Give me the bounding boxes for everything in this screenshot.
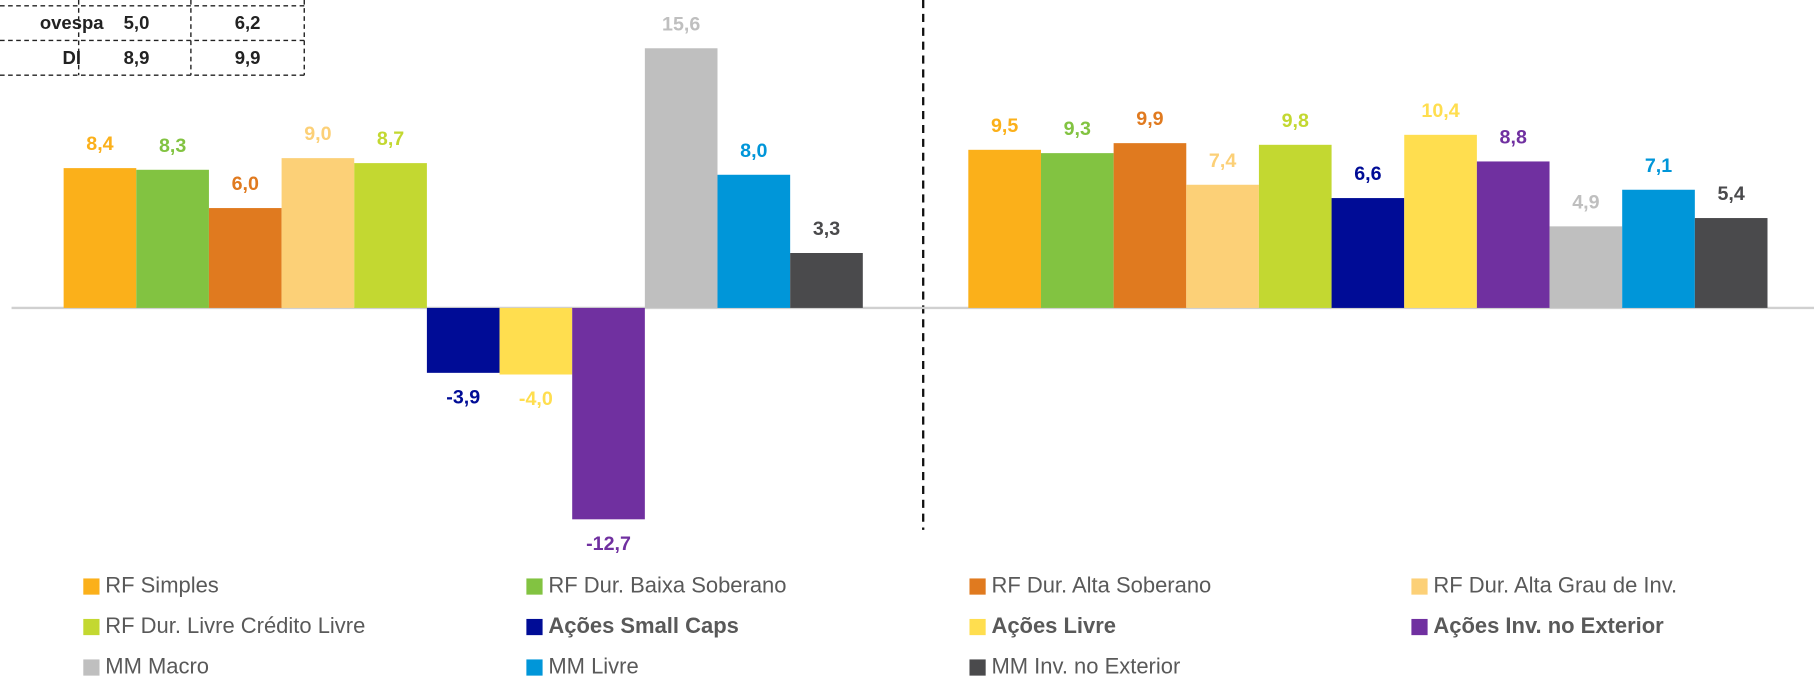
bar xyxy=(572,307,645,520)
legend-swatch xyxy=(969,659,986,676)
table-cell: DI xyxy=(62,47,81,68)
table-grid xyxy=(0,0,305,76)
table-cell: 5,0 xyxy=(124,12,150,33)
value-label: 9,5 xyxy=(991,115,1018,137)
bar xyxy=(1113,143,1187,308)
bar xyxy=(1476,161,1550,308)
bar xyxy=(1694,218,1768,308)
value-label: -3,9 xyxy=(446,386,480,408)
value-label: 15,6 xyxy=(662,13,700,35)
value-label: 7,1 xyxy=(1645,155,1672,177)
value-label: 9,0 xyxy=(304,123,331,145)
bar xyxy=(1404,134,1477,308)
legend-label: Ações Livre xyxy=(991,613,1116,638)
value-label: 8,0 xyxy=(740,140,767,162)
bar xyxy=(136,169,209,308)
legend-swatch xyxy=(526,659,543,676)
legend-label: RF Dur. Livre Crédito Livre xyxy=(105,613,365,638)
legend-swatch xyxy=(1411,578,1428,595)
legend-label: RF Dur. Alta Grau de Inv. xyxy=(1433,572,1677,597)
table-cell: 8,9 xyxy=(124,47,150,68)
bar xyxy=(1331,198,1405,308)
bar xyxy=(717,174,791,308)
table-cell: 6,2 xyxy=(235,12,261,33)
bar xyxy=(63,168,137,308)
legend-swatch xyxy=(969,618,986,636)
value-label: 3,3 xyxy=(813,218,840,240)
bar xyxy=(499,307,573,375)
legend-label: MM Livre xyxy=(548,653,638,677)
bar xyxy=(1186,184,1259,308)
value-label: 8,8 xyxy=(1500,127,1527,149)
legend-swatch xyxy=(969,578,986,595)
table-cell: ovespa xyxy=(40,12,104,33)
table-cell: 9,9 xyxy=(235,47,261,68)
bar xyxy=(354,163,427,308)
value-label: 6,6 xyxy=(1354,163,1381,185)
legend-swatch xyxy=(83,659,100,676)
legend-swatch xyxy=(83,578,100,595)
bar xyxy=(281,158,355,308)
value-label: 5,4 xyxy=(1718,183,1745,205)
value-label: -4,0 xyxy=(519,388,553,410)
bar xyxy=(968,149,1041,308)
bar xyxy=(1622,189,1695,308)
value-label: 8,3 xyxy=(159,135,186,157)
bar xyxy=(1549,226,1623,308)
legend-label: Ações Inv. no Exterior xyxy=(1433,613,1664,638)
value-label: 6,0 xyxy=(232,173,259,195)
bar xyxy=(426,307,500,373)
legend-label: MM Inv. no Exterior xyxy=(991,653,1180,677)
legend-label: RF Dur. Alta Soberano xyxy=(991,572,1211,597)
value-label: 10,4 xyxy=(1421,100,1459,122)
value-label: 9,8 xyxy=(1282,110,1309,132)
value-label: 9,3 xyxy=(1064,118,1091,140)
value-label: 4,9 xyxy=(1572,191,1599,213)
legend-swatch xyxy=(526,578,543,595)
legend-label: RF Simples xyxy=(105,572,219,597)
bar xyxy=(644,48,718,308)
value-label: 9,9 xyxy=(1136,108,1163,130)
legend-swatch xyxy=(83,618,100,636)
bar xyxy=(790,253,863,308)
legend-label: Ações Small Caps xyxy=(548,613,738,638)
bar xyxy=(208,208,282,308)
bar xyxy=(1040,153,1114,308)
bar xyxy=(1258,144,1332,308)
value-label: 8,4 xyxy=(86,133,113,155)
value-label: 8,7 xyxy=(377,128,404,150)
value-label: -12,7 xyxy=(586,533,631,555)
legend-swatch xyxy=(526,618,543,636)
legend-label: MM Macro xyxy=(105,653,209,677)
value-label: 7,4 xyxy=(1209,150,1236,172)
legend-swatch xyxy=(1411,618,1428,636)
legend-label: RF Dur. Baixa Soberano xyxy=(548,572,786,597)
